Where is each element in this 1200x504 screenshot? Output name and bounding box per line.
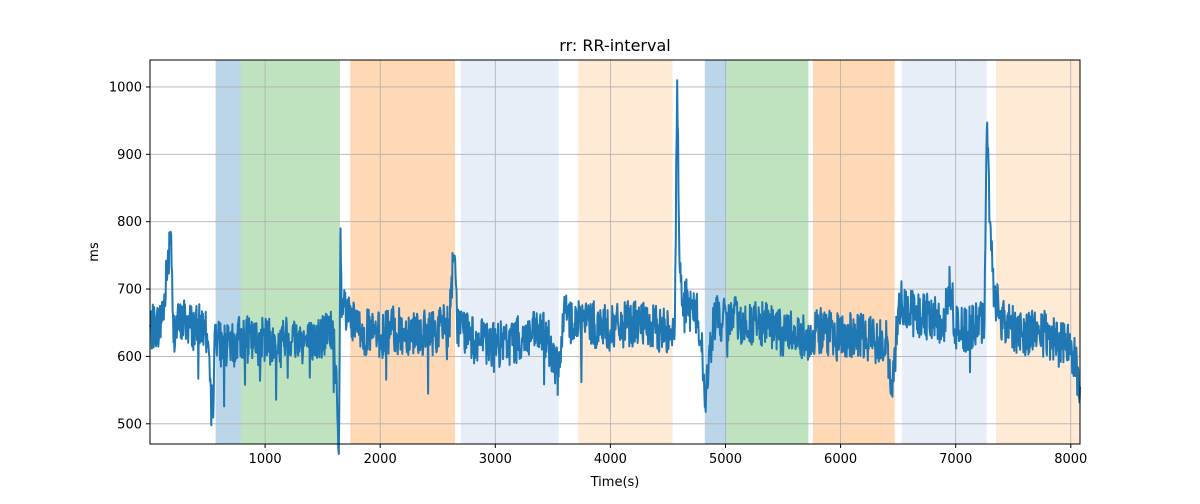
shaded-region-1 [215, 60, 241, 444]
grid-lines [150, 60, 1080, 444]
y-axis-label: ms [87, 242, 102, 262]
shaded-region-8 [812, 60, 895, 444]
x-tick-label: 7000 [939, 452, 972, 467]
x-tick-label: 6000 [824, 452, 857, 467]
shaded-region-9 [901, 60, 987, 444]
shaded-region-4 [460, 60, 559, 444]
y-tick-label: 900 [117, 148, 142, 163]
x-axis-ticks: 1000 2000 3000 4000 5000 6000 7000 8000 [249, 444, 1087, 467]
shaded-region-3 [350, 60, 456, 444]
shaded-region-2 [240, 60, 340, 444]
x-tick-label: 4000 [594, 452, 627, 467]
x-tick-label: 8000 [1054, 452, 1087, 467]
y-tick-label: 600 [117, 350, 142, 365]
y-tick-label: 500 [117, 417, 142, 432]
x-axis-label: Time(s) [590, 475, 640, 490]
y-tick-label: 800 [117, 215, 142, 230]
shaded-region-10 [995, 60, 1080, 444]
chart-title: rr: RR-interval [559, 36, 670, 55]
axes-frame [149, 59, 1081, 445]
y-axis-ticks: 500 600 700 800 900 1000 [109, 80, 150, 432]
shaded-region-7 [726, 60, 809, 444]
shaded-regions [215, 60, 1080, 444]
x-tick-label: 1000 [249, 452, 282, 467]
x-tick-label: 3000 [479, 452, 512, 467]
x-tick-label: 2000 [364, 452, 397, 467]
y-tick-label: 1000 [109, 80, 142, 95]
y-tick-label: 700 [117, 283, 142, 298]
rr-interval-line [149, 79, 1081, 456]
x-tick-label: 5000 [709, 452, 742, 467]
shaded-region-5 [578, 60, 673, 444]
